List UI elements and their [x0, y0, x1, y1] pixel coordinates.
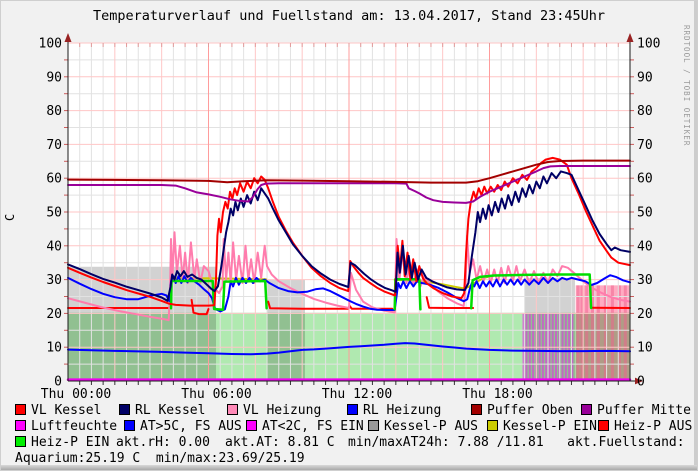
window-right-edge — [694, 1, 697, 470]
y-tick-label-left: 40 — [46, 239, 62, 254]
series-at-aussentemperatur — [67, 342, 631, 356]
y-tick-label-left: 50 — [46, 206, 62, 221]
series-heiz-p-ein — [469, 273, 593, 310]
series-heiz-p-aus — [425, 296, 475, 309]
y-tick-label-right: 90 — [637, 70, 653, 85]
y-tick-label-left: 90 — [46, 70, 62, 85]
rrdtool-watermark: RRDTOOL / TOBI OETIKER — [682, 25, 691, 147]
series-puffer-mitte — [67, 165, 631, 204]
x-tick-label: Thu 06:00 — [181, 387, 251, 402]
series-puffer-oben — [67, 159, 631, 184]
y-tick-label-left: 60 — [46, 172, 62, 187]
y-tick-label-left: 20 — [46, 307, 62, 322]
y-tick-label-right: 80 — [637, 104, 653, 119]
y-tick-label-right: 70 — [637, 138, 653, 153]
chart-title: Temperaturverlauf und Fuellstand am: 13.… — [92, 8, 606, 24]
series-rl-kessel — [67, 170, 631, 302]
x-axis-arrow — [635, 377, 643, 385]
x-tick-label: Thu 00:00 — [41, 387, 111, 402]
y-tick-label-right: 40 — [637, 239, 653, 254]
series-rl-heizung — [67, 274, 631, 313]
x-tick-label: Thu 12:00 — [322, 387, 392, 402]
y-tick-label-right: 10 — [637, 341, 653, 356]
y-tick-label-right: 30 — [637, 273, 653, 288]
y-tick-label-right: 50 — [637, 206, 653, 221]
y-tick-label-right: 100 — [637, 37, 660, 52]
series-vl-heizung — [67, 231, 631, 322]
y-axis-arrow-right — [626, 33, 634, 42]
y-axis-arrow-left — [64, 33, 72, 42]
y-tick-label-right: 0 — [637, 375, 645, 390]
series-heiz-p-aus — [190, 298, 210, 316]
y-tick-label-left: 70 — [46, 138, 62, 153]
y-tick-label-right: 20 — [637, 307, 653, 322]
y-tick-label-left: 80 — [46, 104, 62, 119]
window-bottom-edge — [1, 465, 697, 470]
y-tick-label-right: 60 — [637, 172, 653, 187]
series-heiz-p-ein — [169, 279, 268, 311]
y-tick-label-left: 30 — [46, 273, 62, 288]
y-tick-label-left: 10 — [46, 341, 62, 356]
y-tick-label-left: 100 — [39, 37, 62, 52]
x-tick-label: Thu 18:00 — [462, 387, 532, 402]
y-tick-label-left: 0 — [54, 375, 62, 390]
